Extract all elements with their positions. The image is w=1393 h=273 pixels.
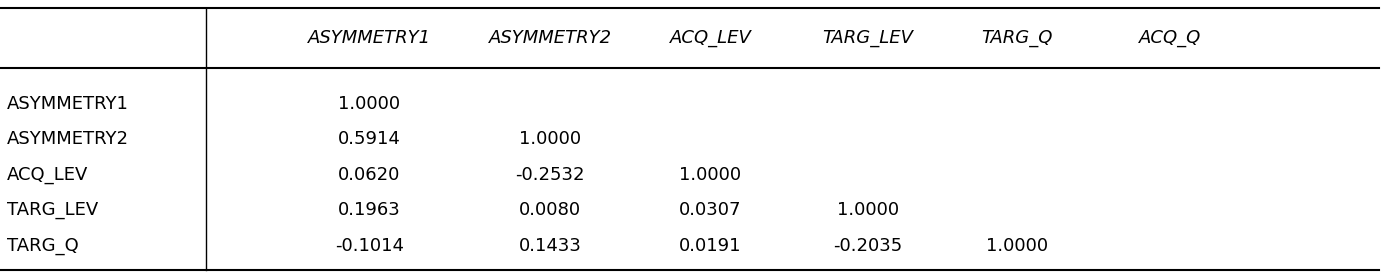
- Text: 1.0000: 1.0000: [520, 130, 581, 148]
- Text: 0.0620: 0.0620: [338, 166, 400, 184]
- Text: ASYMMETRY2: ASYMMETRY2: [7, 130, 130, 148]
- Text: 1.0000: 1.0000: [1139, 272, 1201, 273]
- Text: TARG_Q: TARG_Q: [7, 237, 79, 255]
- Text: ACQ_LEV: ACQ_LEV: [670, 29, 751, 47]
- Text: ASYMMETRY1: ASYMMETRY1: [7, 95, 128, 113]
- Text: 1.0000: 1.0000: [680, 166, 741, 184]
- Text: 0.0715: 0.0715: [680, 272, 741, 273]
- Text: -0.1014: -0.1014: [334, 237, 404, 255]
- Text: 1.0000: 1.0000: [986, 237, 1048, 255]
- Text: ASYMMETRY1: ASYMMETRY1: [308, 29, 430, 47]
- Text: 0.1963: 0.1963: [337, 201, 401, 219]
- Text: 1.0000: 1.0000: [837, 201, 898, 219]
- Text: TARG_LEV: TARG_LEV: [822, 29, 914, 47]
- Text: 0.0080: 0.0080: [520, 201, 581, 219]
- Text: 0.2906: 0.2906: [986, 272, 1048, 273]
- Text: 0.0191: 0.0191: [680, 237, 741, 255]
- Text: ACQ_Q: ACQ_Q: [1139, 29, 1201, 47]
- Text: ASYMMETRY2: ASYMMETRY2: [489, 29, 612, 47]
- Text: TARG_Q: TARG_Q: [981, 29, 1053, 47]
- Text: ACQ_LEV: ACQ_LEV: [7, 166, 88, 184]
- Text: TARG_LEV: TARG_LEV: [7, 201, 99, 219]
- Text: -0.0958: -0.0958: [833, 272, 903, 273]
- Text: ACQ_Q: ACQ_Q: [7, 272, 68, 273]
- Text: 0.2064: 0.2064: [338, 272, 400, 273]
- Text: 0.5914: 0.5914: [337, 130, 401, 148]
- Text: 0.3245: 0.3245: [518, 272, 582, 273]
- Text: 0.0307: 0.0307: [680, 201, 741, 219]
- Text: -0.2035: -0.2035: [833, 237, 903, 255]
- Text: -0.2532: -0.2532: [515, 166, 585, 184]
- Text: 0.1433: 0.1433: [518, 237, 582, 255]
- Text: 1.0000: 1.0000: [338, 95, 400, 113]
